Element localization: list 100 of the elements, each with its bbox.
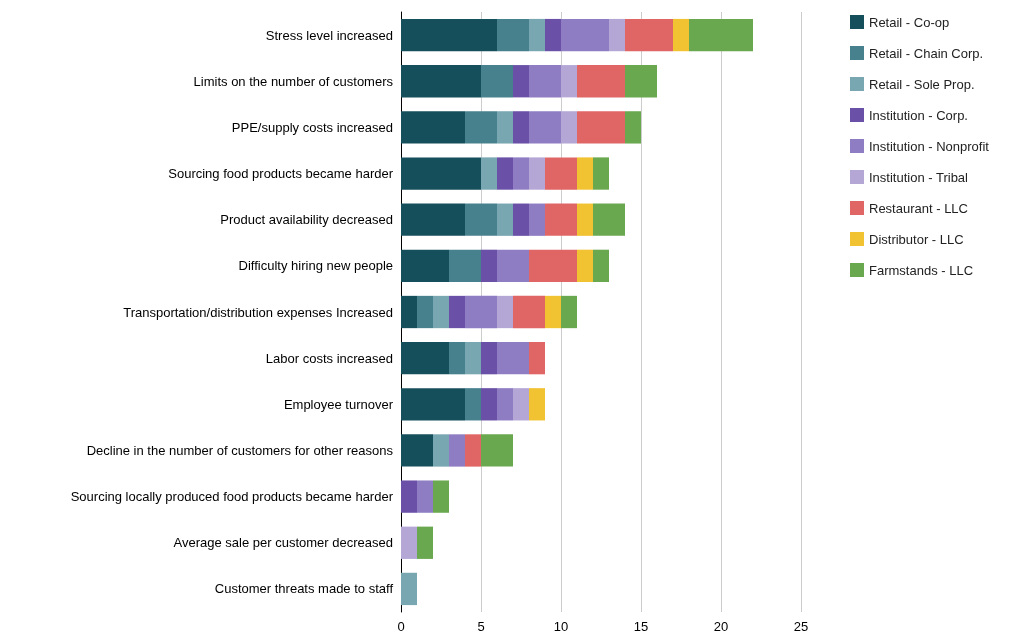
bar — [401, 388, 465, 421]
bar — [401, 434, 433, 467]
bar — [529, 388, 545, 421]
legend-label: Restaurant - LLC — [869, 200, 968, 216]
bar — [593, 249, 609, 282]
bar — [577, 111, 625, 144]
bar — [417, 295, 433, 329]
bar — [513, 157, 529, 190]
bar — [497, 18, 529, 52]
bar — [673, 18, 689, 52]
y-tick-label: Customer threats made to staff — [214, 581, 394, 597]
bar — [465, 295, 497, 329]
bar — [577, 157, 593, 190]
bar — [401, 342, 449, 375]
bar — [449, 249, 481, 282]
bar — [609, 18, 625, 52]
bar — [401, 480, 417, 513]
bar — [449, 295, 465, 329]
bar — [577, 65, 625, 98]
bar — [433, 480, 449, 513]
bar — [465, 434, 481, 467]
bar — [625, 111, 641, 144]
y-tick-label: Employee turnover — [283, 396, 394, 412]
bar — [529, 65, 561, 98]
x-tick-label: 20 — [713, 619, 729, 634]
bar — [689, 18, 753, 52]
bar — [545, 18, 561, 52]
bar — [401, 203, 465, 236]
legend-label: Retail - Chain Corp. — [869, 45, 984, 61]
x-tick-label: 15 — [633, 619, 649, 634]
bar — [545, 203, 577, 236]
bar — [497, 203, 513, 236]
bar — [481, 157, 497, 190]
bar — [417, 480, 433, 513]
bar — [529, 111, 561, 144]
bar — [513, 295, 545, 329]
bar — [401, 526, 417, 559]
y-tick-label: Average sale per customer decreased — [173, 535, 393, 551]
bar — [417, 526, 433, 559]
legend-label: Retail - Co-op — [869, 14, 950, 30]
bar — [401, 111, 465, 144]
bar — [625, 65, 657, 98]
bar — [433, 295, 449, 329]
bar — [513, 111, 529, 144]
bar — [401, 572, 417, 606]
y-tick-label: Sourcing food products became harder — [168, 166, 394, 182]
bar — [401, 295, 417, 329]
x-tick-label: 10 — [553, 619, 569, 634]
bar — [497, 157, 513, 190]
bar — [481, 65, 513, 98]
y-tick-label: Labor costs increased — [265, 350, 393, 366]
bar — [401, 157, 481, 190]
bar — [529, 18, 545, 52]
bar — [497, 111, 513, 144]
bar — [481, 342, 497, 375]
bar — [513, 388, 529, 421]
bar — [545, 295, 561, 329]
bar — [561, 295, 577, 329]
bar — [481, 434, 513, 467]
y-tick-label: Product availability decreased — [220, 212, 393, 228]
bar — [497, 342, 529, 375]
bar — [481, 249, 497, 282]
bar — [577, 249, 593, 282]
legend-label: Retail - Sole Prop. — [869, 76, 975, 92]
legend-label: Institution - Corp. — [869, 107, 968, 123]
bar — [481, 388, 497, 421]
bar — [529, 342, 545, 375]
y-tick-label: Decline in the number of customers for other reasons — [86, 442, 394, 458]
bar — [529, 157, 545, 190]
bar — [561, 18, 609, 52]
bar — [433, 434, 449, 467]
bar — [529, 203, 545, 236]
bar — [465, 203, 497, 236]
y-tick-label: PPE/supply costs increased — [231, 119, 393, 135]
bar — [497, 295, 513, 329]
x-tick-label: 0 — [397, 619, 405, 634]
bar — [401, 249, 449, 282]
x-tick-label: 5 — [477, 619, 485, 634]
legend-label: Farmstands - LLC — [869, 262, 974, 278]
bar — [465, 111, 497, 144]
legend-label: Institution - Nonprofit — [869, 138, 990, 154]
bar — [465, 342, 481, 375]
y-tick-label: Limits on the number of customers — [193, 73, 394, 89]
legend-label: Distributor - LLC — [869, 231, 964, 247]
bar — [561, 111, 577, 144]
y-tick-label: Difficulty hiring new people — [238, 258, 393, 274]
bar — [593, 157, 609, 190]
bar — [529, 249, 577, 282]
bar — [593, 203, 625, 236]
x-tick-label: 25 — [793, 619, 809, 634]
y-tick-label: Transportation/distribution expenses Increased — [123, 304, 393, 320]
bar — [577, 203, 593, 236]
bar — [401, 18, 497, 52]
bar — [513, 203, 529, 236]
bar — [625, 18, 673, 52]
bar — [497, 249, 529, 282]
bar — [561, 65, 577, 98]
bar — [545, 157, 577, 190]
bar — [449, 342, 465, 375]
bar — [513, 65, 529, 98]
